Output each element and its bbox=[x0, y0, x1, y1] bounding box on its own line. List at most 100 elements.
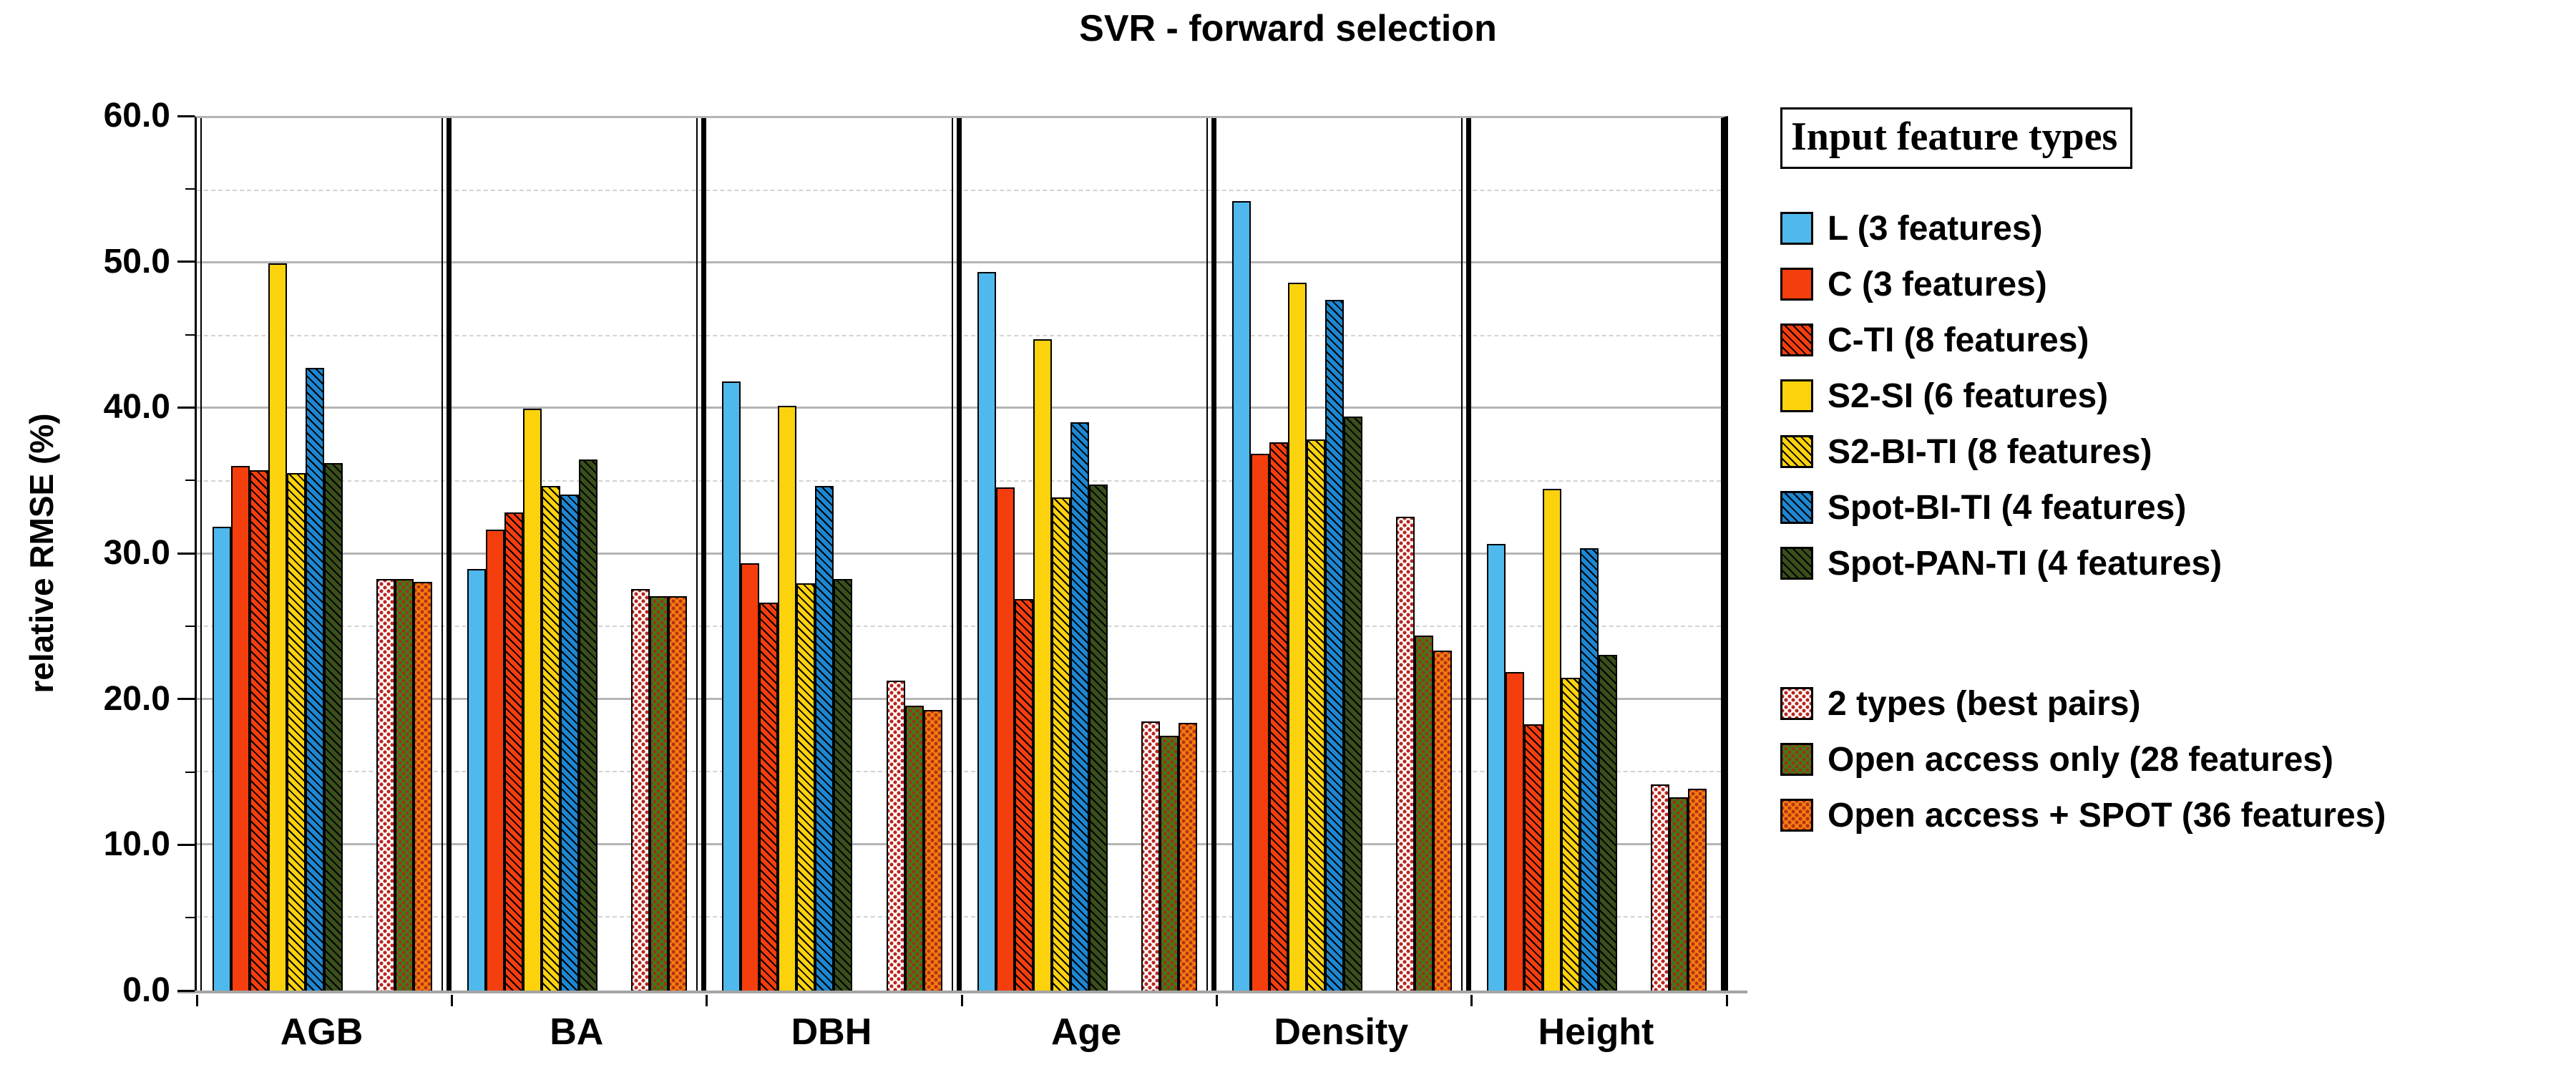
bar-age-1 bbox=[977, 272, 996, 991]
y-tick-label: 20.0 bbox=[103, 679, 170, 718]
y-tick bbox=[185, 480, 195, 482]
bar-ba-8 bbox=[631, 589, 650, 991]
bar-ba-10 bbox=[668, 596, 688, 991]
bar-agb-8 bbox=[376, 579, 396, 991]
bar-agb-9 bbox=[395, 579, 414, 991]
legend-label: L (3 features) bbox=[1828, 209, 2043, 248]
bar-agb-2 bbox=[231, 465, 250, 991]
category-group-density: Density bbox=[1216, 118, 1471, 1053]
legend: Input feature types L (3 features) C (3 f… bbox=[1780, 107, 2386, 843]
bar-ba-3 bbox=[504, 512, 524, 991]
legend-item: S2-BI-TI (8 features) bbox=[1780, 424, 2386, 480]
legend-swatch bbox=[1780, 435, 1813, 468]
legend-item: Spot-BI-TI (4 features) bbox=[1780, 480, 2386, 535]
legend-label: S2-SI (6 features) bbox=[1828, 376, 2109, 415]
bar-ba-6 bbox=[560, 495, 580, 991]
bar-density-1 bbox=[1231, 200, 1251, 991]
bar-density-2 bbox=[1250, 454, 1269, 991]
x-boundary-tick bbox=[196, 995, 198, 1006]
y-tick-label: 60.0 bbox=[103, 97, 170, 135]
legend-item: L (3 features) bbox=[1780, 200, 2386, 256]
legend-label: Spot-BI-TI (4 features) bbox=[1828, 488, 2187, 527]
y-tick-label: 40.0 bbox=[103, 388, 170, 427]
legend-item: C-TI (8 features) bbox=[1780, 312, 2386, 368]
plot-area: AGB BA DBH Age Density Height bbox=[195, 116, 1728, 1053]
bar-height-3 bbox=[1523, 724, 1543, 991]
bar-ba-2 bbox=[486, 529, 505, 991]
bar-age-9 bbox=[1159, 736, 1179, 991]
bar-height-9 bbox=[1669, 797, 1689, 991]
bar-height-4 bbox=[1542, 489, 1561, 991]
y-tick bbox=[177, 989, 195, 992]
category-label-dbh: DBH bbox=[791, 1011, 872, 1053]
bar-density-10 bbox=[1433, 650, 1452, 991]
bar-density-6 bbox=[1324, 299, 1344, 991]
bar-age-2 bbox=[995, 487, 1015, 991]
legend-label: C-TI (8 features) bbox=[1828, 321, 2089, 359]
legend-item: 2 types (best pairs) bbox=[1780, 676, 2386, 731]
category-group-agb: AGB bbox=[197, 118, 452, 1053]
legend-swatch bbox=[1780, 491, 1813, 524]
group-separator-line bbox=[1460, 118, 1463, 991]
bar-age-3 bbox=[1014, 599, 1033, 991]
bar-height-1 bbox=[1486, 544, 1506, 991]
bar-dbh-3 bbox=[759, 602, 779, 991]
y-tick-label: 0.0 bbox=[122, 971, 170, 1009]
bar-age-8 bbox=[1141, 721, 1160, 991]
group-separator-line bbox=[951, 118, 953, 991]
bar-height-5 bbox=[1561, 678, 1580, 991]
bar-dbh-5 bbox=[796, 583, 816, 991]
bar-age-7 bbox=[1088, 484, 1108, 991]
bar-ba-4 bbox=[523, 409, 542, 991]
bar-density-5 bbox=[1306, 439, 1325, 991]
bar-age-6 bbox=[1070, 422, 1089, 991]
bar-ba-9 bbox=[650, 596, 669, 991]
y-tick bbox=[185, 917, 195, 919]
bar-density-4 bbox=[1287, 282, 1307, 991]
y-tick-label: 50.0 bbox=[103, 242, 170, 281]
bar-density-9 bbox=[1414, 636, 1433, 991]
legend-swatch bbox=[1780, 268, 1813, 301]
bar-height-2 bbox=[1505, 672, 1524, 991]
legend-item: S2-SI (6 features) bbox=[1780, 368, 2386, 424]
y-tick bbox=[177, 552, 195, 555]
bar-dbh-1 bbox=[722, 381, 741, 991]
bar-agb-10 bbox=[414, 582, 433, 991]
bar-height-10 bbox=[1688, 788, 1707, 991]
bar-agb-1 bbox=[213, 526, 231, 991]
legend-swatch bbox=[1780, 212, 1813, 245]
bar-ba-5 bbox=[542, 486, 561, 991]
y-tick bbox=[177, 698, 195, 701]
bar-dbh-10 bbox=[923, 709, 942, 991]
legend-swatch bbox=[1780, 379, 1813, 412]
bar-height-8 bbox=[1651, 784, 1670, 991]
category-label-agb: AGB bbox=[280, 1011, 364, 1053]
bar-dbh-8 bbox=[886, 681, 905, 991]
group-separator-line bbox=[441, 118, 444, 991]
category-group-age: Age bbox=[962, 118, 1216, 1053]
bar-density-8 bbox=[1395, 516, 1415, 991]
x-boundary-tick bbox=[1726, 995, 1729, 1006]
category-label-age: Age bbox=[1050, 1011, 1122, 1053]
y-tick bbox=[177, 843, 195, 846]
legend-swatch bbox=[1780, 687, 1813, 720]
y-tick bbox=[177, 406, 195, 409]
legend-label: Open access + SPOT (36 features) bbox=[1828, 796, 2386, 835]
legend-label: C (3 features) bbox=[1828, 265, 2047, 303]
y-tick-label: 10.0 bbox=[103, 825, 170, 864]
legend-swatch bbox=[1780, 323, 1813, 356]
bar-ba-7 bbox=[579, 459, 598, 991]
bar-groups: AGB BA DBH Age Density Height bbox=[197, 118, 1721, 1053]
y-axis-line bbox=[200, 118, 202, 991]
legend-title: Input feature types bbox=[1780, 107, 2133, 169]
bar-age-5 bbox=[1051, 497, 1070, 991]
bar-agb-3 bbox=[250, 470, 268, 991]
legend-item: Spot-PAN-TI (4 features) bbox=[1780, 535, 2386, 591]
group-separator-line bbox=[696, 118, 698, 991]
bar-density-7 bbox=[1343, 416, 1362, 991]
legend-label: S2-BI-TI (8 features) bbox=[1828, 432, 2152, 471]
y-tick bbox=[185, 625, 195, 627]
bar-dbh-7 bbox=[834, 579, 853, 991]
group-separator-line bbox=[1206, 118, 1208, 991]
